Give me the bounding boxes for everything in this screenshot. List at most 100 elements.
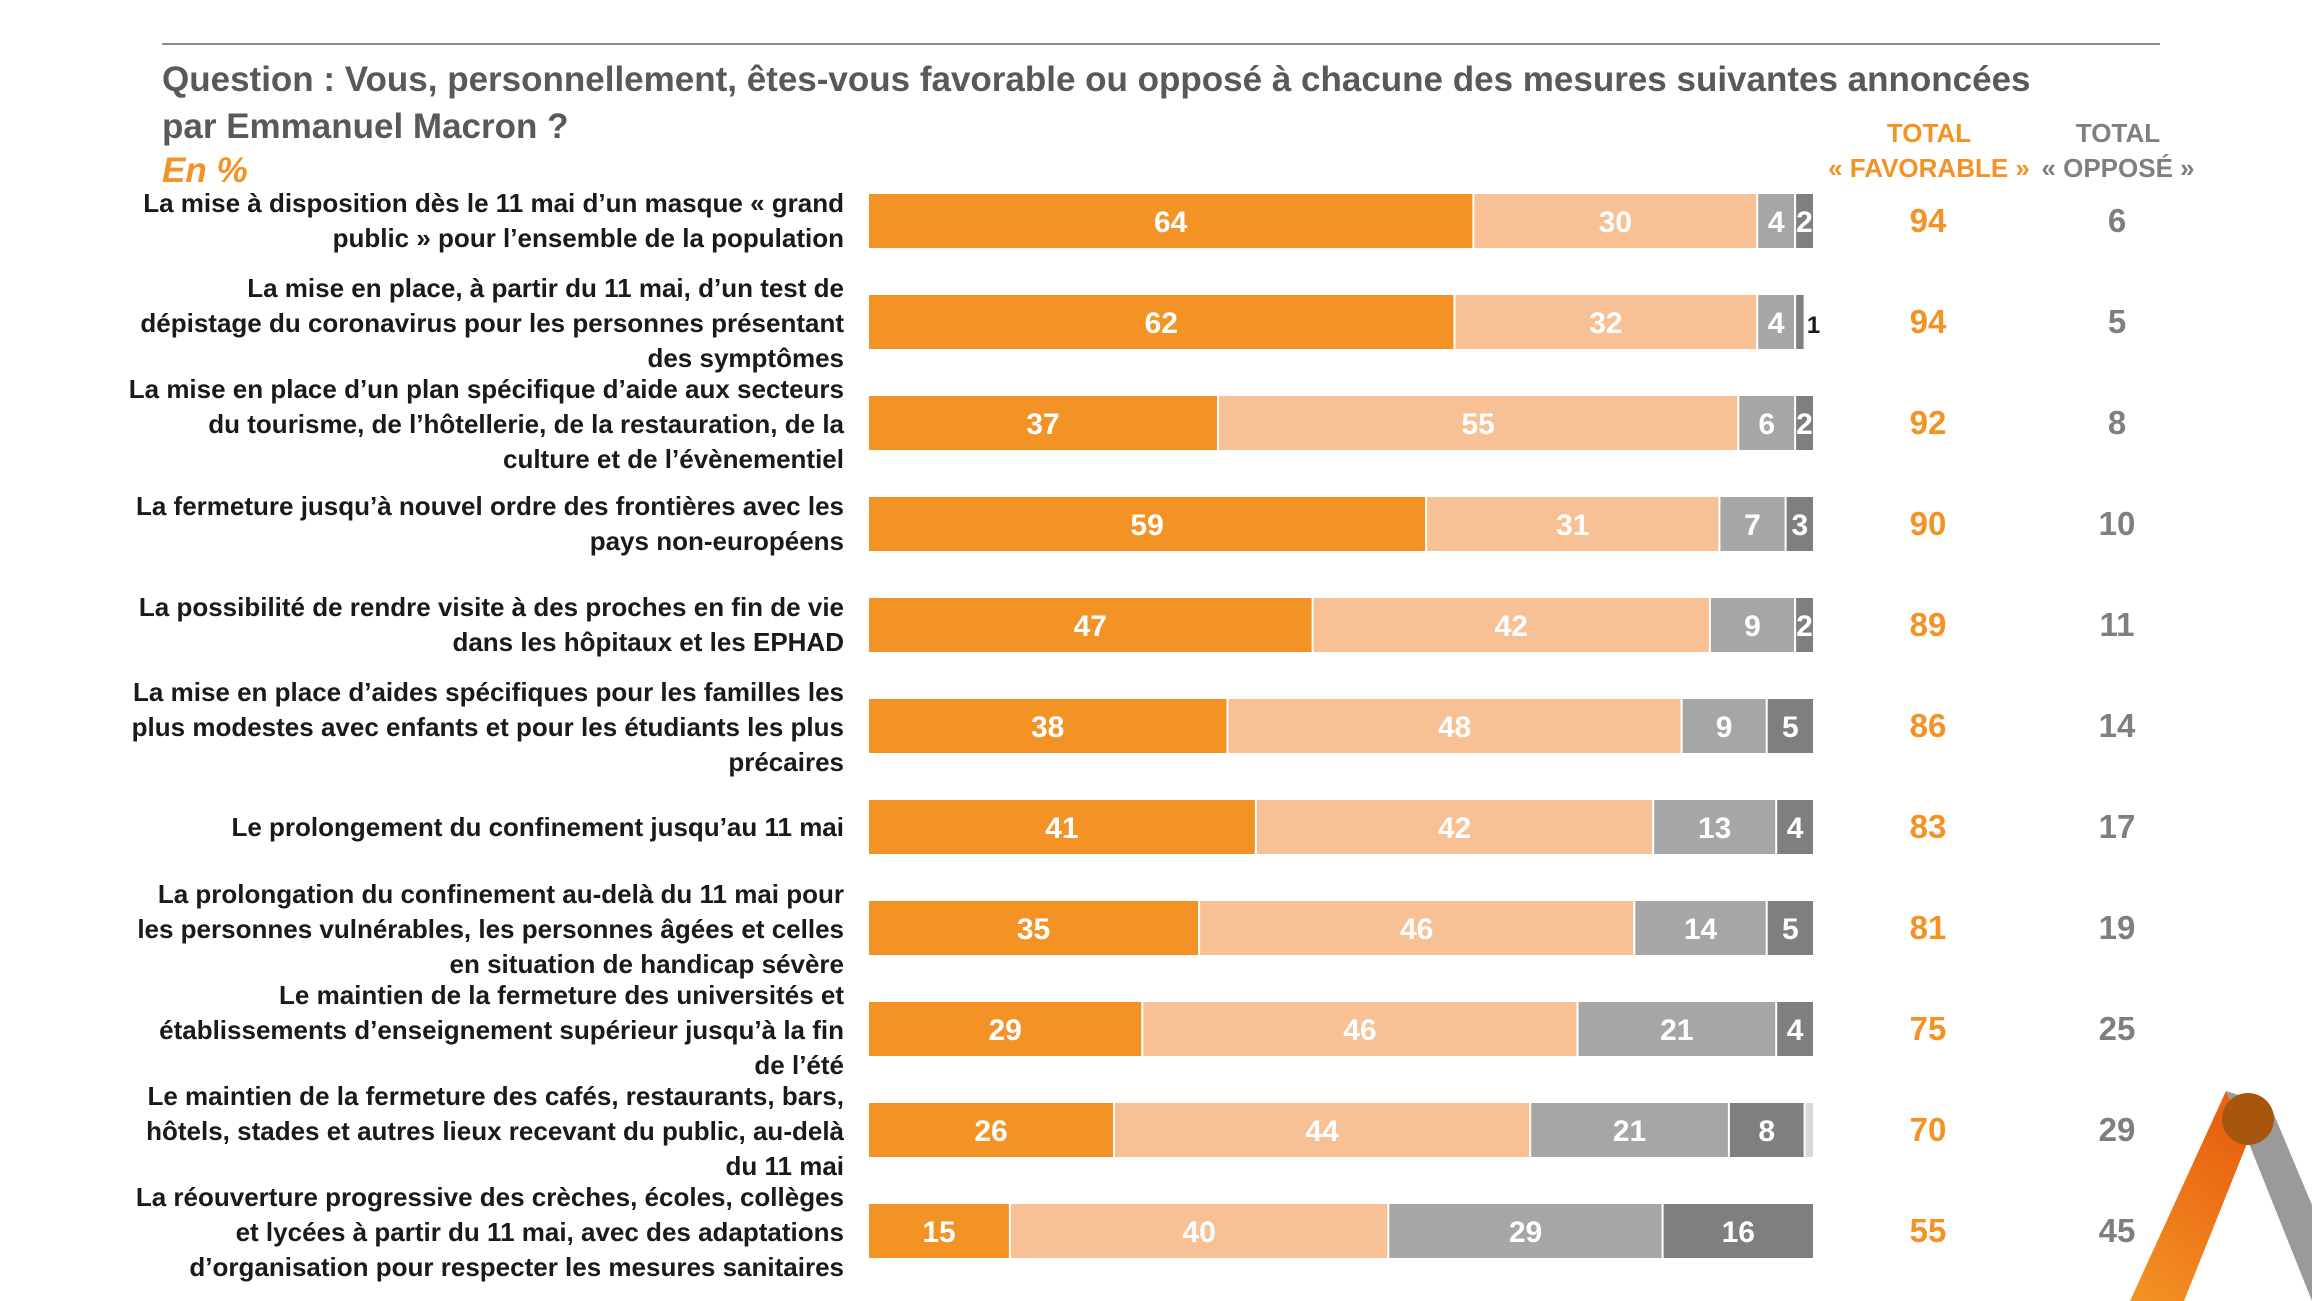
- total-oppose-value: 19: [2098, 909, 2136, 946]
- data-label: 16: [1722, 1216, 1755, 1249]
- bar-segment: [1758, 194, 1794, 248]
- data-label: 4: [1768, 307, 1785, 340]
- data-label: 9: [1716, 711, 1733, 744]
- data-label: 29: [1509, 1216, 1542, 1249]
- data-label: 1: [1807, 312, 1820, 339]
- bar-segment: [869, 901, 1199, 955]
- data-label: 30: [1599, 206, 1632, 239]
- bar-segment: [869, 194, 1473, 248]
- bar-segment: [1710, 598, 1794, 652]
- data-label: 26: [974, 1115, 1007, 1148]
- bar-segment: [1256, 800, 1653, 854]
- data-label: 37: [1026, 408, 1059, 441]
- category-label: La mise à disposition dès le 11 mai d’un…: [143, 188, 844, 253]
- category-label: La réouverture progressive des crèches, …: [135, 1181, 844, 1282]
- data-label: 46: [1343, 1014, 1376, 1047]
- data-label: 42: [1438, 812, 1471, 845]
- bar-segment: [1729, 1103, 1804, 1157]
- total-oppose-value: 14: [2098, 707, 2136, 744]
- data-label: 40: [1182, 1216, 1215, 1249]
- total-favorable-value: 94: [1909, 202, 1947, 239]
- data-label: 3: [1791, 509, 1808, 542]
- bar-segment: [1143, 1002, 1577, 1056]
- category-label: La possibilité de rendre visite à des pr…: [138, 592, 844, 657]
- total-oppose-value: 10: [2098, 505, 2136, 542]
- total-oppose-header: TOTAL « OPPOSÉ »: [2003, 116, 2233, 186]
- category-label: La fermeture jusqu’à nouvel ordre des fr…: [135, 491, 844, 556]
- data-label: 5: [1782, 711, 1799, 744]
- bar-segment: [1474, 194, 1757, 248]
- total-oppose-value: 8: [2107, 404, 2127, 441]
- data-label: 64: [1154, 206, 1188, 239]
- brand-logo: [2130, 1091, 2312, 1301]
- bar-segment: [1777, 1002, 1813, 1056]
- total-oppose-value: 11: [2099, 606, 2135, 643]
- bar-segment: [869, 1103, 1113, 1157]
- chart-question: Question : Vous, personnellement, êtes-v…: [162, 60, 2031, 146]
- bar-segment: [1796, 295, 1804, 349]
- total-favorable-header: TOTAL « FAVORABLE »: [1814, 116, 2044, 186]
- data-label: 62: [1145, 307, 1178, 340]
- total-oppose-value: 5: [2107, 303, 2127, 340]
- total-favorable-value: 81: [1909, 909, 1947, 946]
- data-label: 8: [1758, 1115, 1775, 1148]
- bar-segment: [869, 699, 1227, 753]
- bar-segment: [1115, 1103, 1530, 1157]
- bar-segment: [1578, 1002, 1776, 1056]
- data-label: 31: [1556, 509, 1589, 542]
- bar-segment: [869, 295, 1454, 349]
- data-label: 2: [1796, 206, 1813, 239]
- bar-segment: [869, 1204, 1009, 1258]
- bar-segment: [1389, 1204, 1662, 1258]
- data-label: 5: [1782, 913, 1799, 946]
- category-label: La mise en place d’aides spécifiques pou…: [131, 676, 844, 777]
- bar-segment: [1654, 800, 1776, 854]
- data-label: 47: [1074, 610, 1107, 643]
- bar-segment: [1663, 1204, 1813, 1258]
- bar-segment: [1758, 295, 1794, 349]
- category-label: La mise en place, à partir du 11 mai, d’…: [140, 272, 844, 373]
- data-label: 4: [1787, 1014, 1804, 1047]
- total-favorable-value: 94: [1909, 303, 1947, 340]
- data-label: 6: [1758, 408, 1775, 441]
- bar-segment: [1427, 497, 1719, 551]
- total-favorable-header-line1: TOTAL: [1886, 118, 1972, 148]
- bar-segment: [1455, 295, 1757, 349]
- data-label: 41: [1045, 812, 1078, 845]
- bar-segment: [1228, 699, 1681, 753]
- data-label: 4: [1787, 812, 1804, 845]
- data-label: 13: [1698, 812, 1731, 845]
- data-label: 44: [1305, 1115, 1339, 1148]
- data-label: 21: [1660, 1014, 1693, 1047]
- bar-segment: [1720, 497, 1785, 551]
- data-label: 32: [1589, 307, 1622, 340]
- bar-segment: [1796, 598, 1813, 652]
- category-label: La prolongation du confinement au-delà d…: [137, 878, 844, 979]
- total-favorable-value: 55: [1909, 1212, 1947, 1249]
- data-label: 42: [1495, 610, 1528, 643]
- total-favorable-value: 92: [1909, 404, 1947, 441]
- bar-segment: [1200, 901, 1634, 955]
- data-label: 55: [1462, 408, 1495, 441]
- total-oppose-header-line1: TOTAL: [2075, 118, 2161, 148]
- category-label: La mise en place d’un plan spécifique d’…: [128, 373, 844, 474]
- data-label: 29: [989, 1014, 1022, 1047]
- bar-segment: [869, 396, 1217, 450]
- data-label: 2: [1796, 408, 1813, 441]
- data-label: 14: [1684, 913, 1718, 946]
- bar-segment: [1777, 800, 1813, 854]
- category-label: Le prolongement du confinement jusqu’au …: [231, 811, 844, 842]
- top-rule: [162, 43, 2160, 45]
- total-favorable-value: 90: [1909, 505, 1947, 542]
- category-label: Le maintien de la fermeture des cafés, r…: [146, 1080, 844, 1181]
- data-label: 15: [922, 1216, 955, 1249]
- total-oppose-value: 17: [2098, 808, 2136, 845]
- bar-segment: [1786, 497, 1813, 551]
- total-favorable-value: 75: [1909, 1010, 1947, 1047]
- data-label: 35: [1017, 913, 1050, 946]
- data-label: 21: [1613, 1115, 1646, 1148]
- bar-segment: [1796, 396, 1813, 450]
- data-label: 48: [1438, 711, 1471, 744]
- bar-segment: [1739, 396, 1795, 450]
- unit-label: En %: [162, 151, 248, 190]
